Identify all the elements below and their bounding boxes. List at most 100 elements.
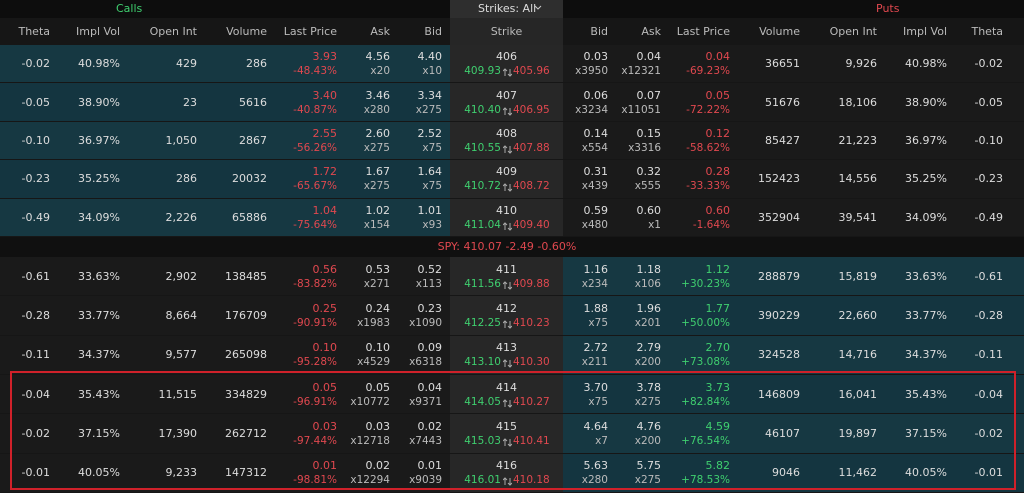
cell-change: -96.91% <box>293 395 337 408</box>
cell-oi: 1,050 <box>165 134 198 147</box>
cell-iv: 35.25% <box>78 172 120 186</box>
strike-icon <box>502 437 513 447</box>
cell-bid_size: x480 <box>581 218 608 231</box>
cell-volume: 265098 <box>225 348 267 362</box>
cell-last: 4.59 <box>705 420 731 433</box>
cell-last: 5.82 <box>705 459 731 473</box>
cell-oi: 2,902 <box>165 269 198 283</box>
cell-bid: 1.88 <box>583 302 609 315</box>
cell-change: -98.81% <box>293 474 337 487</box>
strike-down: 406.95 <box>513 103 550 116</box>
cell-volume: 20032 <box>232 172 267 186</box>
strike-up: 413.10 <box>464 356 501 369</box>
strike-icon <box>502 67 513 77</box>
strikes-filter[interactable]: Strikes: All <box>450 0 563 18</box>
cell-volume: 5616 <box>239 95 267 109</box>
cell-volume: 146809 <box>758 387 800 401</box>
cell-bid: 0.06 <box>583 88 609 102</box>
cell-change: -58.62% <box>686 142 730 154</box>
put-row-bg <box>563 45 1024 83</box>
put-row-bg <box>563 198 1024 236</box>
cell-oi: 2,226 <box>165 210 198 224</box>
strike-bg <box>450 121 563 160</box>
cell-theta: -0.23 <box>21 172 50 186</box>
cell-iv: 33.77% <box>78 309 120 322</box>
strike: 407 <box>496 88 517 102</box>
cell-ask_size: x200 <box>634 435 661 447</box>
strike: 415 <box>496 420 517 433</box>
cell-last: 1.72 <box>312 165 338 179</box>
cell-ask: 0.24 <box>365 302 391 315</box>
strikes-filter-label[interactable]: Strikes: All <box>478 2 537 15</box>
column-header: Last Price <box>676 25 730 38</box>
strike-up: 415.03 <box>464 435 501 447</box>
cell-bid: 4.40 <box>417 50 443 64</box>
cell-bid: 0.23 <box>417 302 443 315</box>
cell-bid: 1.16 <box>583 262 609 276</box>
strike-bg <box>450 414 563 453</box>
cell-theta: -0.11 <box>21 348 50 362</box>
cell-iv: 40.98% <box>78 57 120 71</box>
cell-theta: -0.11 <box>974 348 1003 362</box>
strike-icon <box>502 144 513 154</box>
cell-ask_size: x10772 <box>350 395 390 408</box>
strike-down: 409.88 <box>513 277 550 290</box>
cell-ask_size: x275 <box>363 180 390 193</box>
cell-bid: 0.03 <box>583 50 609 64</box>
put-row-bg <box>563 160 1024 198</box>
cell-theta: -0.01 <box>21 466 50 480</box>
strike-icon <box>502 358 513 369</box>
cell-ask: 0.32 <box>636 165 662 179</box>
cell-bid_size: x113 <box>415 277 442 290</box>
cell-bid_size: x6318 <box>409 356 442 369</box>
cell-oi: 23 <box>183 95 197 109</box>
cell-last: 1.77 <box>705 302 731 315</box>
column-header: Theta <box>971 25 1003 38</box>
cell-oi: 8,664 <box>165 309 198 322</box>
cell-bid: 1.64 <box>417 165 443 179</box>
strike-down: 409.40 <box>513 218 550 231</box>
cell-iv: 36.97% <box>905 134 947 147</box>
put-row-bg <box>563 83 1024 121</box>
cell-oi: 21,223 <box>838 134 878 147</box>
cell-volume: 65886 <box>232 210 267 224</box>
cell-bid: 2.52 <box>417 127 443 140</box>
strike-down: 410.30 <box>513 356 550 369</box>
strike: 408 <box>496 127 517 140</box>
cell-theta: -0.10 <box>974 134 1003 147</box>
call-row-bg <box>0 45 450 83</box>
cell-ask_size: x280 <box>363 103 390 116</box>
column-header: Strike <box>490 25 523 38</box>
cell-iv: 35.43% <box>905 387 947 401</box>
cell-bid: 5.63 <box>583 459 609 473</box>
cell-change: -33.33% <box>686 180 730 193</box>
strike-icon <box>502 182 513 193</box>
cell-volume: 288879 <box>758 269 800 283</box>
strike-bg <box>450 257 563 296</box>
cell-bid_size: x3950 <box>575 65 608 78</box>
cell-bid: 4.64 <box>583 420 609 433</box>
cell-ask: 4.76 <box>636 420 662 433</box>
cell-volume: 9046 <box>772 466 800 480</box>
cell-theta: -0.49 <box>21 210 50 224</box>
column-header: Ask <box>641 25 661 38</box>
column-header: Bid <box>424 25 442 38</box>
cell-iv: 35.25% <box>905 172 947 186</box>
cell-ask: 0.02 <box>365 459 391 473</box>
cell-ask_size: x12294 <box>350 474 390 487</box>
put-row-bg <box>563 414 1024 453</box>
cell-bid: 0.31 <box>583 165 609 179</box>
cell-theta: -0.01 <box>974 466 1003 480</box>
cell-ask_size: x555 <box>634 180 661 193</box>
highlight-box <box>10 371 1016 490</box>
cell-volume: 147312 <box>225 466 267 480</box>
call-row-bg <box>0 83 450 121</box>
call-row-bg <box>0 257 450 296</box>
cell-bid_size: x7443 <box>409 435 442 447</box>
cell-bid_size: x9371 <box>409 395 442 408</box>
strike-down: 410.27 <box>513 395 550 408</box>
cell-ask_size: x275 <box>363 142 390 154</box>
cell-ask: 4.56 <box>365 50 391 64</box>
cell-ask_size: x11051 <box>621 103 661 116</box>
